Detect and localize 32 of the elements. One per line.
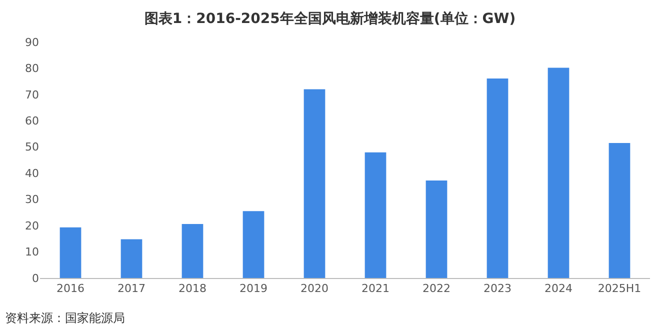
y-tick-label: 10: [25, 246, 39, 259]
bar: [548, 68, 570, 278]
bar: [486, 78, 508, 278]
y-tick-label: 50: [25, 140, 39, 154]
y-tick-label: 70: [25, 88, 39, 102]
y-tick-label: 30: [25, 193, 39, 206]
y-tick-label: 0: [32, 272, 39, 285]
bar: [304, 89, 326, 278]
x-tick-label: 2024: [544, 282, 572, 296]
bar: [120, 239, 142, 278]
x-tick-label: 2022: [422, 282, 450, 296]
x-tick-label: 2020: [300, 282, 328, 296]
y-tick-label: 60: [25, 114, 39, 128]
y-tick-label: 90: [25, 36, 39, 49]
bar: [60, 227, 82, 278]
bar: [182, 224, 204, 278]
x-tick-label: 2025H1: [598, 282, 642, 296]
y-tick-label: 20: [25, 219, 39, 232]
y-tick-label: 80: [25, 62, 39, 76]
bar: [608, 142, 630, 278]
bar: [364, 152, 386, 278]
text: 资料来源：国家能源局: [5, 311, 125, 325]
x-tick-label: 2023: [484, 282, 512, 296]
bar: [242, 211, 264, 278]
x-tick-label: 2018: [178, 282, 206, 296]
y-tick-label: 40: [25, 166, 39, 180]
x-tick-label: 2016: [56, 282, 84, 296]
x-tick-label: 2017: [118, 282, 146, 296]
x-tick-label: 2019: [240, 282, 268, 296]
bar: [426, 180, 448, 278]
x-tick-label: 2021: [362, 282, 390, 296]
chart-title: 图表1：2016-2025年全国风电新增装机容量(单位：GW): [144, 10, 516, 28]
